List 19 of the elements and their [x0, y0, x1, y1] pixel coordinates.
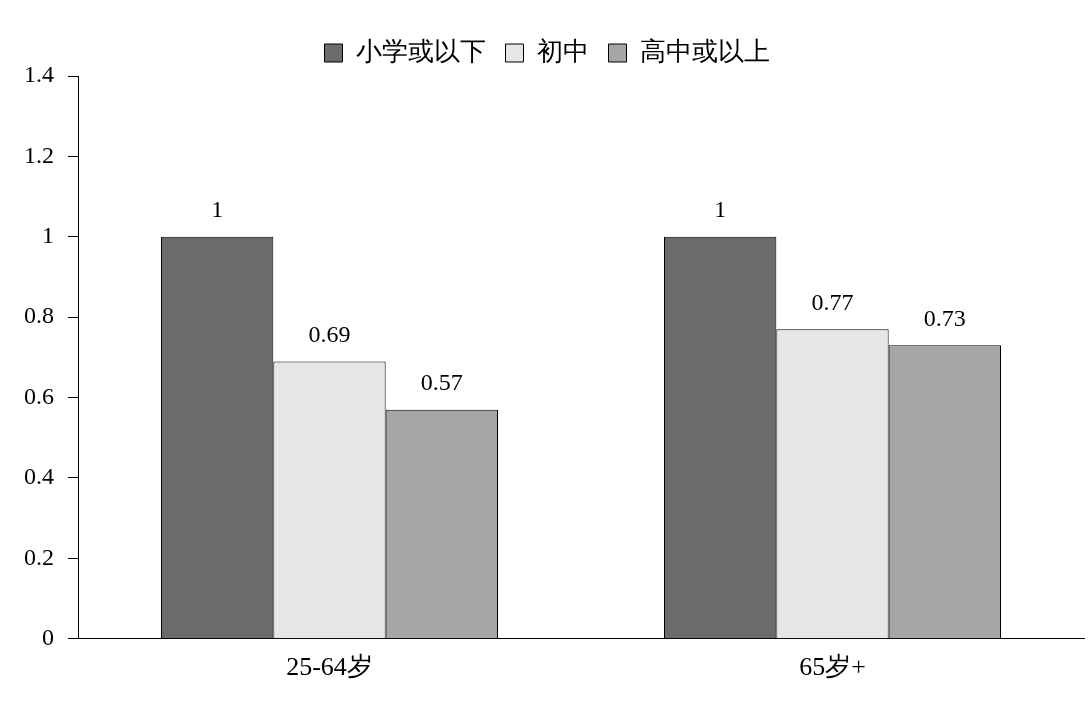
y-tick-label: 0.4: [24, 463, 54, 490]
data-label: 0.57: [420, 368, 463, 395]
data-label: 1: [211, 196, 224, 223]
y-tick-label: 0.2: [24, 543, 54, 570]
data-label: 0.77: [811, 288, 854, 315]
y-tick-label: 0: [42, 624, 54, 651]
x-tick-label: 65岁+: [799, 652, 866, 682]
legend-label: 小学或以下: [355, 36, 486, 66]
y-tick-label: 1.2: [24, 141, 54, 168]
y-tick-label: 1.4: [24, 61, 54, 88]
data-label: 1: [714, 196, 727, 223]
data-label: 0.73: [923, 304, 966, 331]
y-tick-label: 0.6: [24, 382, 54, 409]
legend-label: 高中或以上: [639, 36, 770, 66]
legend-label: 初中: [536, 36, 589, 66]
y-tick-label: 0.8: [24, 302, 54, 329]
y-tick-label: 1: [42, 222, 54, 249]
data-label: 0.69: [308, 320, 351, 347]
x-tick-label: 25-64岁: [286, 652, 373, 682]
